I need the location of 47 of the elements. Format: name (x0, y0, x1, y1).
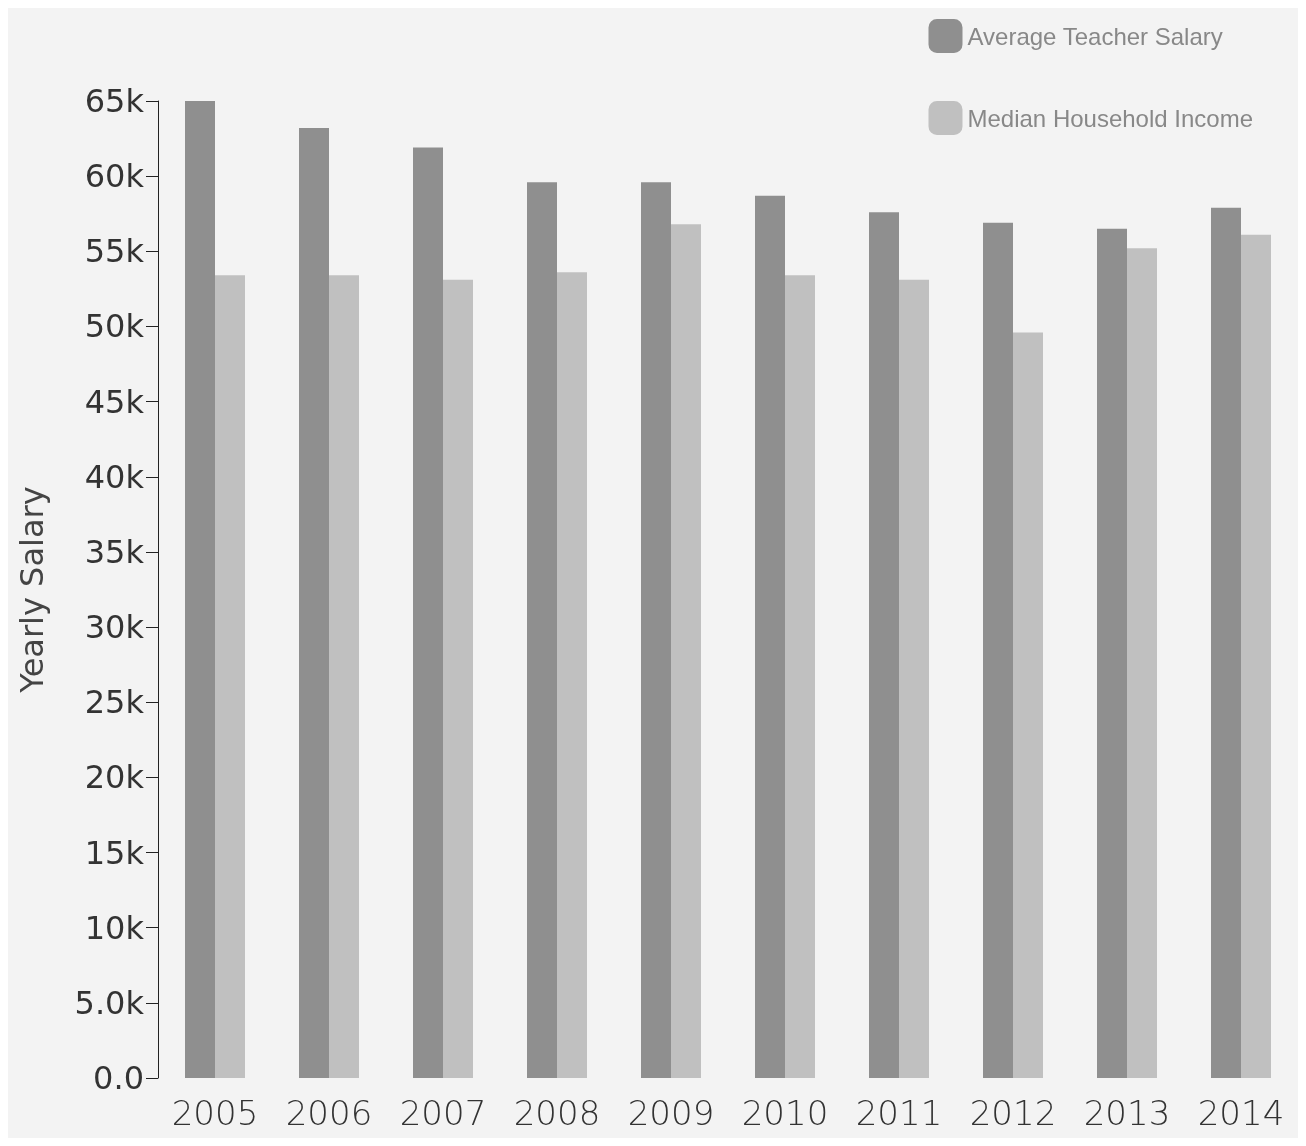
x-tick-label: 2010 (741, 1093, 829, 1133)
y-tick-label: 60k (84, 157, 145, 196)
y-tick-label: 30k (84, 608, 145, 647)
bar (329, 275, 359, 1078)
x-tick-label: 2007 (399, 1093, 487, 1133)
bar (413, 147, 443, 1078)
y-tick-label: 15k (84, 833, 145, 872)
legend-label: Median Household Income (967, 104, 1254, 132)
bar (215, 275, 245, 1078)
y-tick-label: 45k (84, 382, 145, 421)
bar (671, 224, 701, 1078)
y-axis-title: Yearly Salary (13, 486, 51, 694)
bar (1127, 248, 1157, 1078)
x-tick-label: 2006 (285, 1093, 373, 1133)
bar (785, 275, 815, 1078)
y-tick-label: 20k (84, 758, 145, 797)
bar (641, 182, 671, 1078)
x-tick-label: 2014 (1197, 1093, 1285, 1133)
y-tick-label: 50k (84, 307, 145, 346)
legend-label: Average Teacher Salary (967, 22, 1223, 50)
bar (1241, 234, 1271, 1078)
bar (527, 182, 557, 1078)
y-tick-label: 5.0k (74, 983, 145, 1022)
bar (443, 279, 473, 1078)
bar (755, 195, 785, 1078)
x-tick-label: 2005 (171, 1093, 259, 1133)
bar (557, 272, 587, 1078)
y-tick-label: 55k (84, 232, 145, 271)
y-tick-label: 35k (84, 532, 145, 571)
x-tick-label: 2009 (627, 1093, 715, 1133)
bar (869, 212, 899, 1078)
bar (1013, 332, 1043, 1078)
x-tick-label: 2011 (855, 1093, 943, 1133)
y-tick-label: 25k (84, 683, 145, 722)
bar (299, 128, 329, 1078)
bar (1097, 228, 1127, 1078)
bar (185, 101, 215, 1078)
x-tick-label: 2012 (969, 1093, 1057, 1133)
bar (983, 222, 1013, 1078)
x-tick-label: 2013 (1083, 1093, 1171, 1133)
y-tick-label: 10k (84, 908, 145, 947)
bar (1211, 207, 1241, 1078)
y-tick-label: 40k (84, 457, 145, 496)
y-tick-label: 0.0 (93, 1059, 144, 1097)
y-tick-label: 65k (84, 82, 145, 120)
x-tick-label: 2008 (513, 1093, 601, 1133)
bar (899, 279, 929, 1078)
